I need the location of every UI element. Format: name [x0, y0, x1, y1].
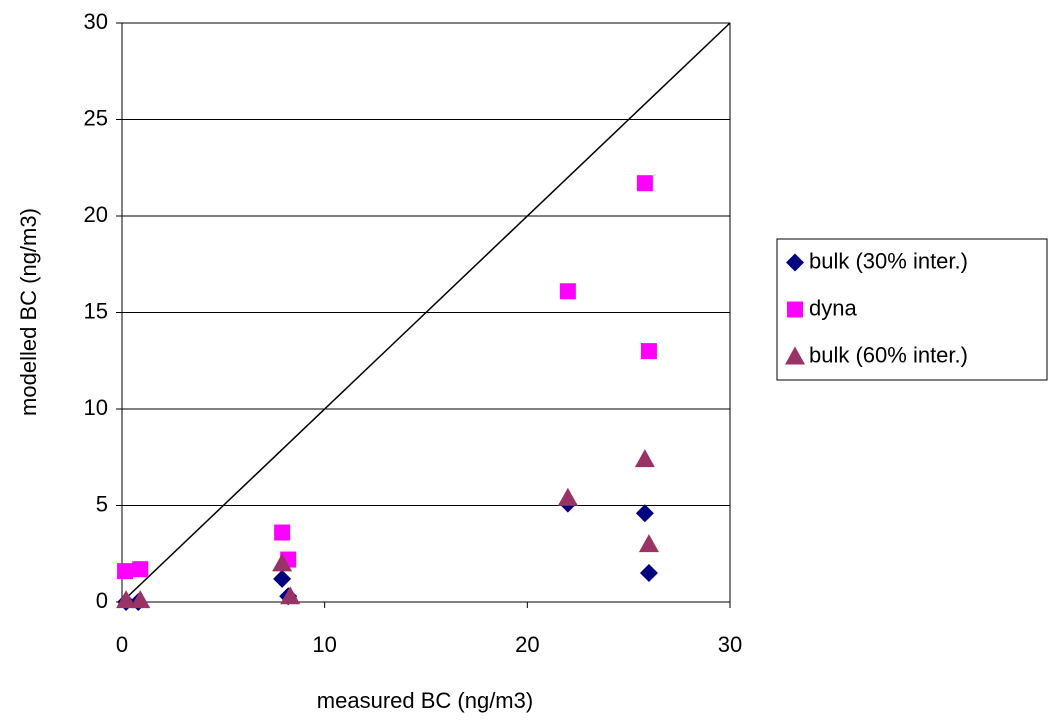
- marker-triangle: [272, 553, 293, 572]
- marker-square: [117, 563, 134, 580]
- one-to-one-line: [121, 22, 731, 603]
- marker-triangle: [785, 346, 805, 365]
- marker-square: [787, 301, 803, 318]
- y-tick-label: 20: [84, 202, 108, 227]
- x-tick-label: 10: [312, 632, 336, 657]
- x-tick-label: 20: [515, 632, 539, 657]
- y-tick-label: 25: [84, 105, 108, 130]
- y-axis-label: modelled BC (ng/m3): [16, 208, 41, 416]
- y-tick-label: 15: [84, 298, 108, 323]
- legend-box: [776, 238, 1048, 381]
- y-tick-label: 30: [84, 9, 108, 34]
- x-tick-label: 30: [718, 632, 742, 657]
- marker-diamond: [786, 253, 804, 272]
- marker-triangle: [557, 487, 578, 506]
- legend-label: bulk (60% inter.): [809, 342, 968, 367]
- y-tick-label: 0: [96, 588, 108, 613]
- marker-triangle: [130, 590, 151, 609]
- y-tick-label: 5: [96, 491, 108, 516]
- y-tick-label: 10: [84, 395, 108, 420]
- marker-square: [636, 175, 653, 192]
- marker-square: [640, 343, 657, 360]
- marker-diamond: [635, 504, 654, 523]
- marker-triangle: [116, 590, 137, 609]
- x-axis-label: measured BC (ng/m3): [317, 688, 533, 713]
- legend-label: dyna: [809, 295, 857, 320]
- marker-square: [274, 524, 291, 541]
- marker-square: [132, 561, 149, 578]
- marker-triangle: [634, 449, 655, 468]
- x-tick-label: 0: [116, 632, 128, 657]
- marker-diamond: [273, 569, 292, 588]
- marker-diamond: [639, 564, 658, 583]
- legend-label: bulk (30% inter.): [809, 248, 968, 273]
- marker-triangle: [280, 586, 301, 605]
- marker-triangle: [638, 534, 659, 553]
- marker-square: [559, 283, 576, 300]
